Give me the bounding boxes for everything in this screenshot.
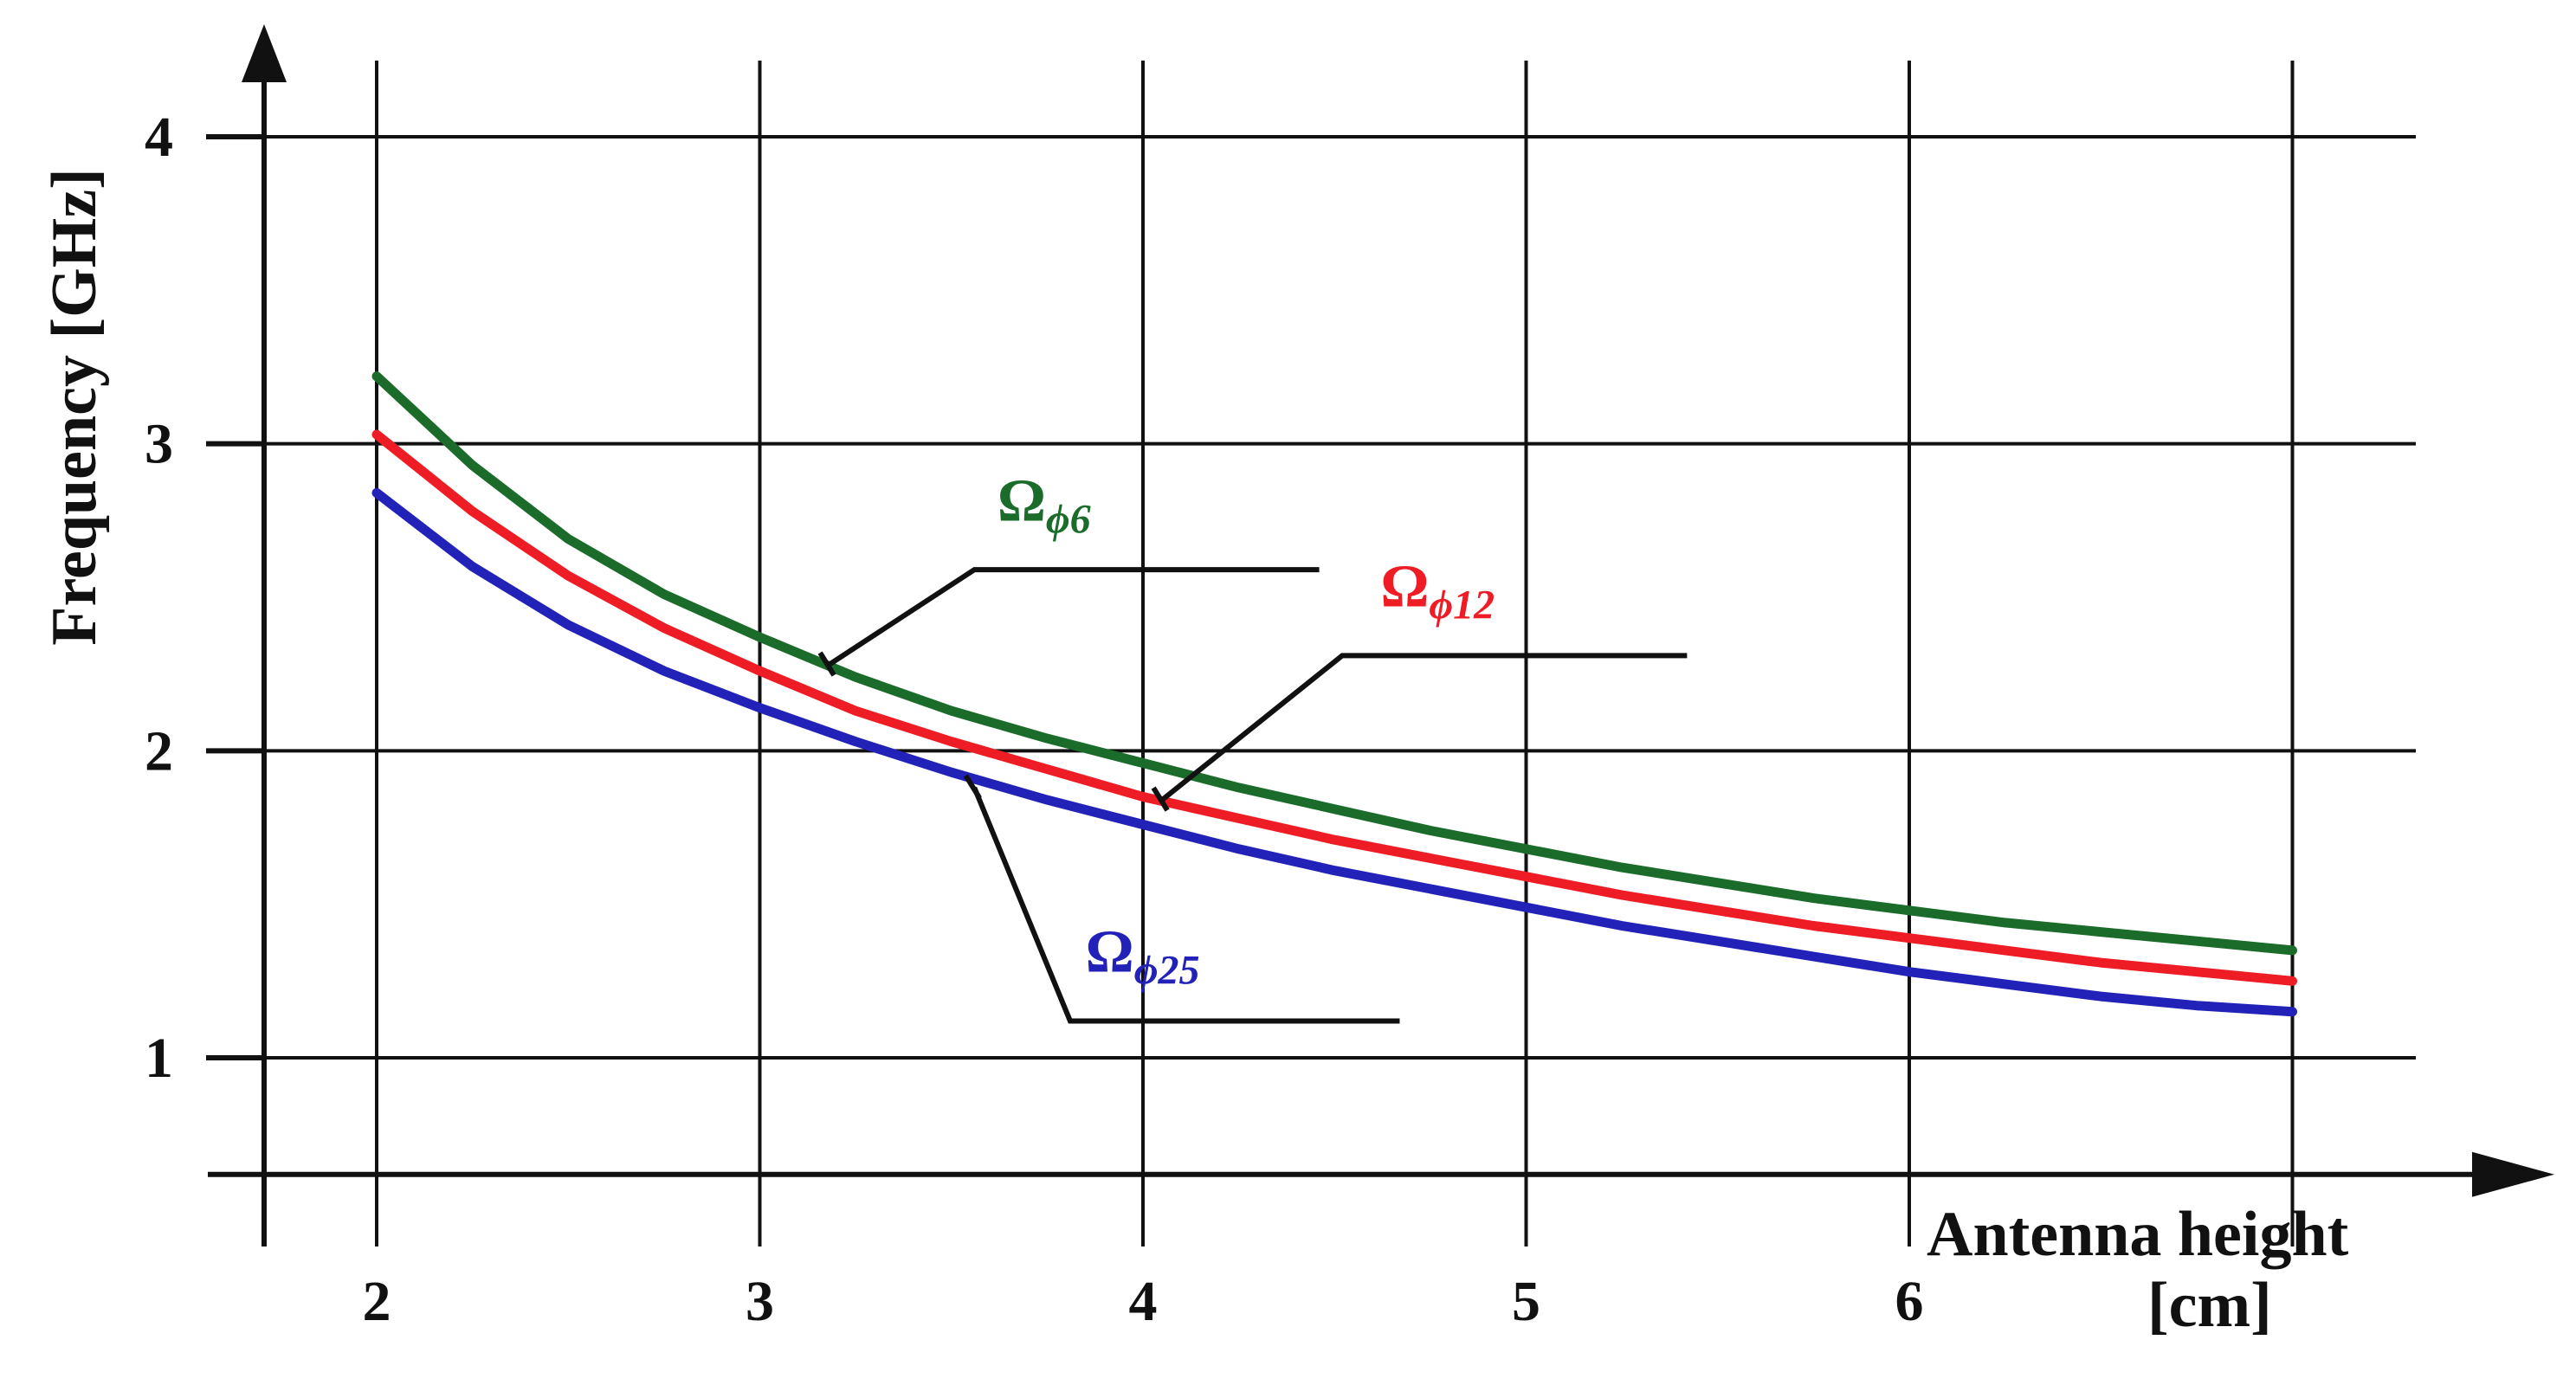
x-tick-label-0: 2: [363, 1270, 391, 1333]
leader-tick-6: [817, 651, 836, 677]
leader-line-6: [827, 567, 1320, 667]
x-axis-arrow: [2472, 1151, 2554, 1197]
series-annotations: Ωϕ6 Ωϕ12 Ωϕ25: [817, 467, 1688, 1024]
x-tick-label-4: 6: [1895, 1270, 1924, 1333]
y-axis-arrow: [242, 24, 287, 82]
tick-labels: 2 3 4 5 6 1 2 3 4: [145, 106, 1924, 1333]
x-tick-label-3: 5: [1512, 1270, 1540, 1333]
leader-tick-12: [1151, 786, 1170, 812]
x-axis-unit: [cm]: [2147, 1270, 2272, 1341]
y-tick-label-1: 2: [145, 719, 173, 783]
grid: [208, 61, 2416, 1246]
series-label-12: Ωϕ12: [1380, 554, 1495, 628]
x-tick-label-1: 3: [746, 1270, 774, 1333]
leader-line-25: [972, 786, 1400, 1024]
y-tick-label-2: 3: [145, 413, 173, 476]
series-label-6: Ωϕ6: [997, 467, 1091, 542]
y-tick-label-0: 1: [145, 1027, 173, 1090]
leader-line-12: [1160, 653, 1688, 802]
x-tick-label-2: 4: [1129, 1270, 1158, 1333]
y-tick-label-3: 4: [145, 106, 173, 169]
series-line-12: [371, 429, 2297, 986]
x-axis-title: Antenna height: [1927, 1199, 2349, 1270]
series-line-25: [371, 487, 2297, 1017]
series-lines: [371, 371, 2297, 1017]
leader-tick-25: [963, 774, 982, 800]
y-axis-title: Frequency [GHz]: [39, 168, 110, 645]
axes: [206, 24, 2554, 1246]
series-line-6: [371, 371, 2297, 956]
series-label-25: Ωϕ25: [1086, 919, 1200, 994]
